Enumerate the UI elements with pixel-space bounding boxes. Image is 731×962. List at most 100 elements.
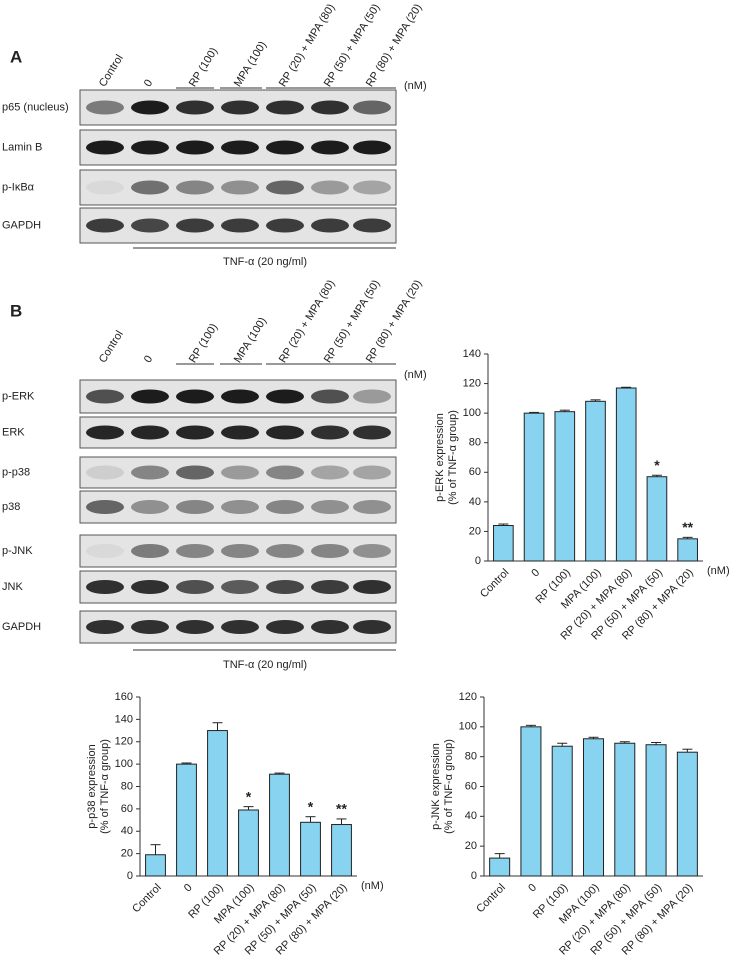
band [86,180,124,195]
band [86,620,124,634]
band [311,140,349,155]
bar [614,742,636,877]
treatment-label: TNF-α (20 ng/ml) [223,256,307,268]
bar [331,824,352,877]
row-label: p-ERK [2,390,35,402]
band [176,620,214,634]
band [311,425,349,440]
band [131,389,169,404]
band [131,620,169,634]
treatment-label: TNF-α (20 ng/ml) [223,659,307,671]
band [176,580,214,594]
significance: ** [336,801,347,817]
band [353,100,391,115]
y-tick-label: 0 [471,870,477,882]
y-tick-label: 60 [465,780,477,792]
x-tick-label: 0 [182,882,195,895]
band [176,465,214,480]
bar [238,809,259,877]
band [266,425,304,440]
lane-label: RP (100) [187,322,220,366]
band [311,500,349,514]
band [353,425,391,440]
row-label: JNK [2,581,23,593]
bar [551,745,573,877]
band [353,180,391,195]
bar [523,412,545,562]
bar [645,744,667,877]
row-label: p65 (nucleus) [2,101,69,113]
band [176,425,214,440]
bar [300,821,321,877]
band [131,500,169,514]
band [353,544,391,558]
band [311,580,349,594]
band [353,140,391,155]
y-tick-label: 40 [465,810,477,822]
y-tick-label: 80 [469,437,481,449]
unit-label: (nM) [404,80,427,92]
band [266,180,304,195]
x-tick-label: Control [474,882,508,916]
band [311,180,349,195]
band [176,218,214,233]
bar [520,726,542,877]
band [266,544,304,558]
band [86,100,124,115]
bar [585,400,606,562]
bar [176,763,197,877]
x-tick-label: 0 [529,567,542,580]
significance: * [308,798,314,814]
band [221,544,259,558]
band [266,140,304,155]
bar [676,751,698,877]
row-label: Lamin B [2,141,42,153]
band [86,544,124,558]
band [266,500,304,514]
row-label: GAPDH [2,621,41,633]
bar [145,854,166,877]
band [221,580,259,594]
x-tick-label: 0 [526,882,539,895]
band [176,140,214,155]
band [353,218,391,233]
band [311,465,349,480]
bar [677,538,698,562]
y-axis-label: (% of TNF-α group) [99,739,111,834]
y-axis-label: (% of TNF-α group) [443,739,455,834]
band [131,180,169,195]
band [353,580,391,594]
y-tick-label: 100 [459,721,477,733]
band [221,389,259,404]
y-tick-label: 120 [463,377,481,389]
row-label: p-JNK [2,545,33,557]
y-tick-label: 20 [469,525,481,537]
band [311,544,349,558]
y-tick-label: 80 [465,751,477,763]
band [353,620,391,634]
y-axis-label: (% of TNF-α group) [447,410,459,505]
y-tick-label: 0 [127,870,133,882]
band [311,100,349,115]
band [131,544,169,558]
y-tick-label: 60 [469,466,481,478]
band [131,100,169,115]
y-tick-label: 80 [121,780,133,792]
band [86,580,124,594]
band [176,180,214,195]
band [311,218,349,233]
y-tick-label: 140 [463,348,481,360]
band [131,140,169,155]
band [311,389,349,404]
band [266,580,304,594]
band [176,544,214,558]
panel-label: B [10,301,22,320]
bar [493,525,514,562]
bar [489,857,511,877]
bar [646,476,668,562]
y-tick-label: 160 [115,691,133,703]
significance: ** [682,519,693,535]
band [266,465,304,480]
band [221,140,259,155]
